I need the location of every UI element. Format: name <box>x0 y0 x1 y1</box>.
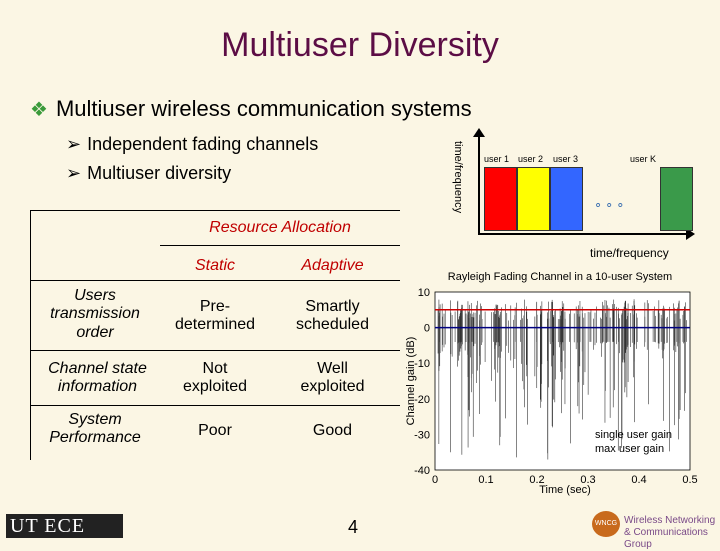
x-tick-label: 0.5 <box>682 474 697 486</box>
arrow-right-icon <box>686 228 695 240</box>
sub-bullet-2: ➢ Multiuser diversity <box>66 163 232 183</box>
col-adaptive: Adaptive <box>301 257 364 274</box>
row-label-2: Channel state information <box>48 360 147 396</box>
sub-bullet-1: ➢ Independent fading channels <box>66 134 319 154</box>
chart-title: Rayleigh Fading Channel in a 10-user Sys… <box>448 271 672 283</box>
main-bullet-text: Multiuser wireless communication systems <box>55 96 472 121</box>
x-tick-label: 0.3 <box>580 474 595 486</box>
user-label-2: user 2 <box>518 154 544 164</box>
freq-y-axis <box>478 135 480 235</box>
user-1-bar <box>484 167 517 231</box>
ut-ece-logo: UT ECE <box>6 514 123 538</box>
cell-static-2: Not exploited <box>182 360 248 396</box>
y-tick-label: -30 <box>414 429 430 441</box>
cell-adaptive-1: Smartly scheduled <box>296 298 369 334</box>
row-label-1: Users transmission order <box>50 287 140 341</box>
user-label-k: user K <box>630 154 657 164</box>
wncg-name: Wireless Networking & Communications Gro… <box>624 515 716 550</box>
row-label-3: System Performance <box>49 411 141 447</box>
table-header: Resource Allocation <box>209 219 351 236</box>
main-bullet: ❖ Multiuser wireless communication system… <box>30 96 472 122</box>
y-tick-label: -10 <box>414 358 430 370</box>
user-k-bar <box>660 167 693 231</box>
col-static: Static <box>194 257 235 274</box>
legend-max-user: max user gain <box>595 443 664 455</box>
x-tick-label: 0.1 <box>478 474 493 486</box>
cell-static-1: Pre-determined <box>174 298 256 334</box>
legend-single-user: single user gain <box>595 429 672 441</box>
resource-allocation-table: Resource Allocation Static Adaptive User… <box>30 210 400 460</box>
y-tick-label: 10 <box>418 287 430 299</box>
cell-adaptive-3: Good <box>312 422 353 439</box>
x-tick-label: 0.4 <box>631 474 646 486</box>
fading-chart: Rayleigh Fading Channel in a 10-user Sys… <box>405 271 698 496</box>
arrow-bullet-icon: ➢ <box>66 163 82 183</box>
user-3-bar <box>550 167 583 231</box>
x-axis-label: Time (sec) <box>539 484 591 496</box>
user-2-bar <box>517 167 550 231</box>
wncg-logo-icon: WNCG <box>592 511 620 537</box>
page-number: 4 <box>348 517 359 537</box>
diamond-bullet-icon: ❖ <box>30 99 48 121</box>
freq-y-label: time/frequency <box>452 141 464 214</box>
freq-x-label: time/frequency <box>590 246 669 260</box>
user-label-3: user 3 <box>553 154 579 164</box>
arrow-bullet-icon: ➢ <box>66 134 82 154</box>
slide-title: Multiuser Diversity <box>221 26 499 64</box>
arrow-up-icon <box>473 128 485 137</box>
x-tick-label: 0 <box>432 474 438 486</box>
x-tick-label: 0.2 <box>529 474 544 486</box>
y-tick-label: -40 <box>414 465 430 477</box>
cell-static-3: Poor <box>198 422 232 439</box>
ellipsis-dots-icon: ∘∘∘ <box>594 197 628 212</box>
y-axis-label: Channel gain (dB) <box>405 337 417 426</box>
y-tick-label: -20 <box>414 394 430 406</box>
freq-x-axis <box>478 233 688 235</box>
user-label-1: user 1 <box>484 154 510 164</box>
y-tick-label: 0 <box>424 323 430 335</box>
cell-adaptive-2: Well exploited <box>300 360 365 396</box>
